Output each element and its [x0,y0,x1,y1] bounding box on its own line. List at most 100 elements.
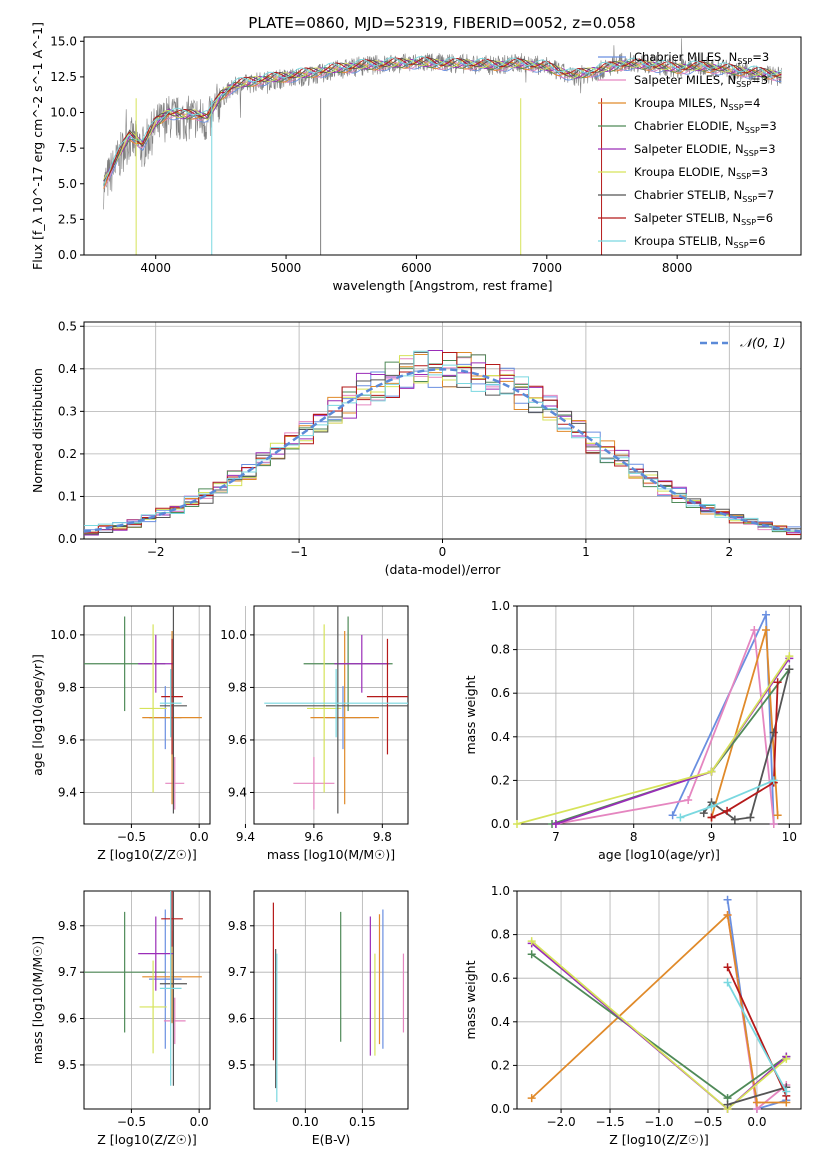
x-tick-label: 0.0 [747,1115,766,1129]
x-tick-label: −1.5 [595,1115,624,1129]
legend-subscript: SSP [742,195,757,204]
weight-marker [769,776,778,785]
model-spectrum [103,56,782,185]
y-tick-label: 9.6 [228,1012,247,1026]
mass-vs-ebv-chart: 0.10 0.15 9.5 9.6 9.7 9.8 E(B-V) [228,890,409,1147]
y-tick-label: 2.5 [58,212,77,226]
legend-entry: Salpeter STELIB, NSSP=6 [634,211,773,227]
legend-entry: Kroupa STELIB, NSSP=6 [634,234,765,250]
gaussian-legend-label: 𝒩(0, 1) [740,335,786,350]
weight-marker [773,811,782,820]
age-vs-mass-chart: 9.4 9.6 9.8 9.4 9.6 9.8 10.0 mass [log10(M/M☉)] [220,605,409,862]
x-tick-label: −2 [147,545,165,559]
y-tick-label: 0.4 [491,730,510,744]
weight-marker [785,652,794,661]
plot-frame [83,890,211,1110]
weight-marker [746,813,755,822]
legend-subscript: SSP [729,103,744,112]
y-tick-label: 0.8 [491,643,510,657]
weight-marker [723,895,732,904]
y-tick-label: 0.0 [491,817,510,831]
weight-marker [723,910,732,919]
y-tick-label: 0.2 [58,447,77,461]
weight-marker [684,796,693,805]
weight-line [555,629,775,825]
x-tick-label: 0.0 [190,830,209,844]
legend-subscript: SSP [736,80,751,89]
weight-marker [730,815,739,824]
y-tick-label: 1.0 [491,884,510,898]
weight-line [711,682,779,819]
x-tick-label: 0 [439,545,447,559]
y-tick-label: 0.8 [491,928,510,942]
legend-count: =7 [757,188,774,202]
legend-entry: Chabrier MILES, NSSP=3 [634,50,769,66]
plot-frame [253,890,409,1110]
x-tick-label: 9.8 [373,830,392,844]
plot-frame [83,36,802,256]
x-tick-label: 7000 [532,261,563,275]
legend-entry: Kroupa MILES, NSSP=4 [634,96,760,112]
y-tick-label: 9.8 [228,919,247,933]
weight-marker [676,813,685,822]
x-tick-label: 0.0 [190,1115,209,1129]
y-tick-label: 0.3 [58,404,77,418]
mass-vs-z-chart: −0.5 0.0 9.5 9.6 9.7 9.8 Z [log10(Z/Z☉)] mass [… [30,890,211,1147]
x-tick-label: −0.5 [117,830,146,844]
gaussian-curve [83,368,802,533]
weight-marker [527,937,536,946]
y-tick-label: 1.0 [491,599,510,613]
y-tick-label: 0.1 [58,489,77,503]
y-tick-label: 0.2 [491,1058,510,1072]
x-tick-label: 8000 [662,261,693,275]
y-tick-label: 9.8 [58,919,77,933]
y-tick-label: 15.0 [50,34,77,48]
weight-vs-age-chart: 7 8 9 10 0.0 0.2 0.4 0.6 0.8 1.0 age [log10(age/yr… [463,599,802,862]
model-spectrum [103,58,782,182]
y-tick-label: 9.6 [58,1012,77,1026]
y-tick-label: 9.7 [58,965,77,979]
legend-count: =4 [744,96,761,110]
x-axis-label: age [log10(age/yr)] [598,847,720,862]
y-tick-label: 7.5 [58,141,77,155]
y-tick-label: 5.0 [58,177,77,191]
y-tick-label: 9.8 [228,680,247,694]
x-tick-label: −1.0 [644,1115,673,1129]
y-axis-label: age [log10(age/yr)] [30,654,45,776]
x-tick-label: 7 [552,830,560,844]
y-tick-label: 0.6 [491,971,510,985]
legend-subscript: SSP [744,149,759,158]
y-tick-label: 0.5 [58,319,77,333]
x-tick-label: 8 [630,830,638,844]
legend-subscript: SSP [737,57,752,66]
x-tick-label: 6000 [401,261,432,275]
legend-subscript: SSP [736,172,751,181]
legend-subscript: SSP [734,241,749,250]
legend-count: =3 [760,119,777,133]
weight-marker [723,963,732,972]
legend-entry: Chabrier ELODIE, NSSP=3 [634,119,777,135]
weight-marker [750,625,759,634]
weight-line [727,1086,787,1106]
spectrum-legend: Chabrier MILES, NSSP=3 Salpeter MILES, NS… [598,50,777,250]
weight-vs-z-chart: −2.0 −1.5 −1.0 −0.5 0.0 0.0 0.2 0.4 0.6 0.8 1.0 Z [… [463,884,802,1147]
age-vs-z-chart: −0.5 0.0 9.4 9.6 9.8 10.0 Z [log10(Z/Z☉)] age [… [30,605,211,862]
spectrum-chart: 4000 5000 6000 7000 8000 0.0 2.5 5.0 7.5 10.0 12.5… [30,22,802,293]
legend-count: =3 [759,142,776,156]
weight-marker [707,802,716,811]
weight-marker [707,767,716,776]
x-tick-label: 4000 [140,261,171,275]
x-tick-label: 1 [582,545,590,559]
x-tick-label: −2.0 [546,1115,575,1129]
weight-marker [723,806,732,815]
model-spectrum [103,57,782,184]
weight-marker [785,665,794,674]
x-tick-label: 2 [725,545,733,559]
y-tick-label: 9.5 [58,1058,77,1072]
weight-line [555,657,791,825]
y-tick-label: 9.6 [228,733,247,747]
x-tick-label: 9.6 [304,830,323,844]
x-tick-label: −0.5 [693,1115,722,1129]
weight-line [551,668,791,825]
